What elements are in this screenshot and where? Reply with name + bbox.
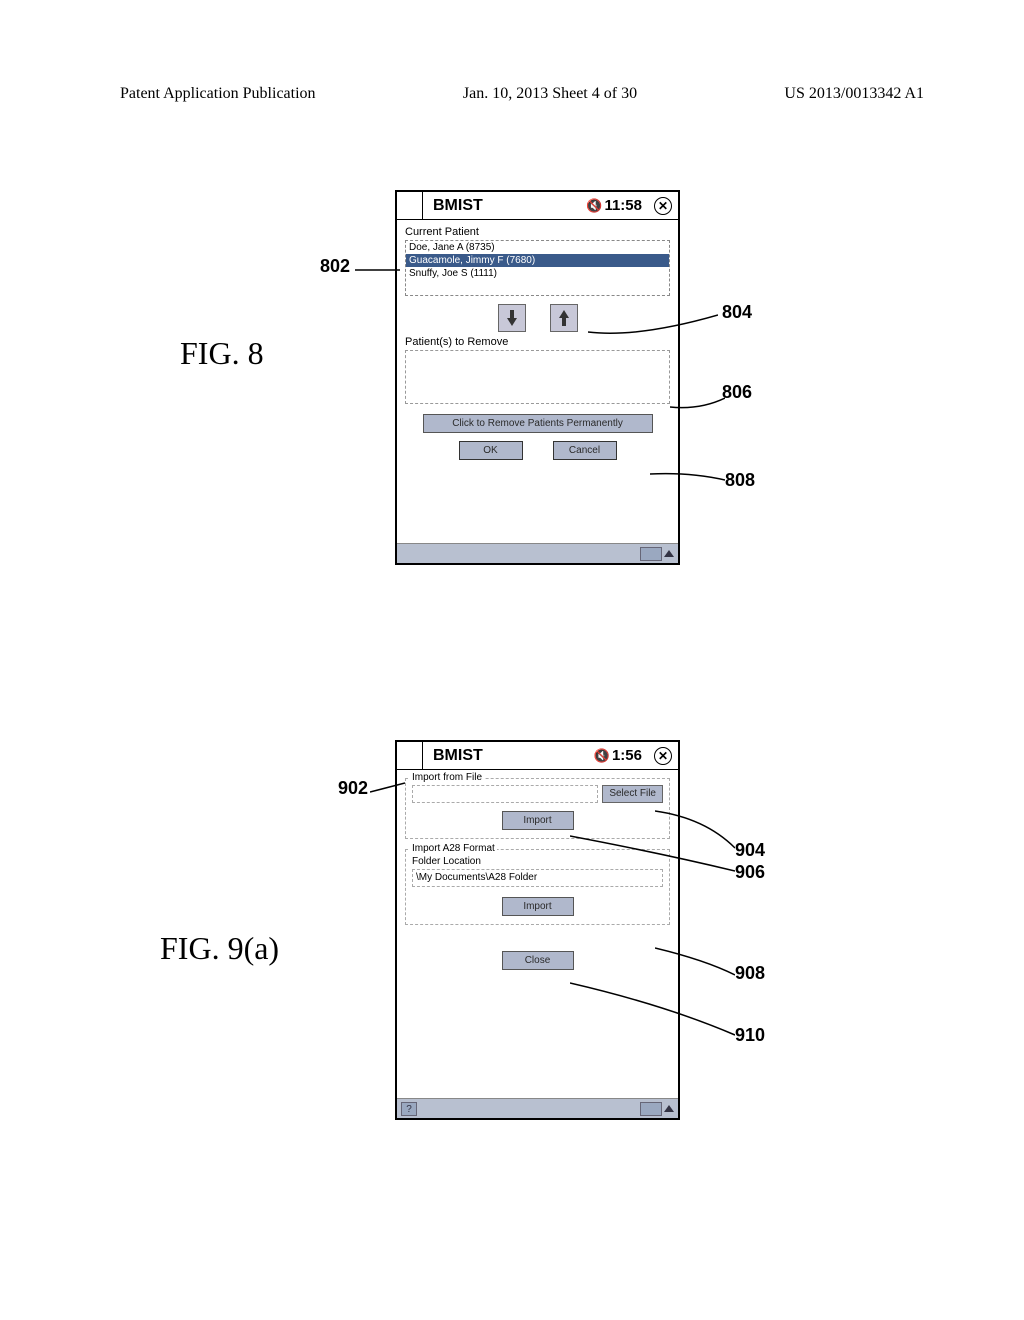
button-row: OK Cancel bbox=[405, 441, 670, 460]
close-button[interactable]: Close bbox=[502, 951, 574, 970]
bottom-bar bbox=[397, 543, 678, 563]
patient-listbox[interactable]: Doe, Jane A (8735) Guacamole, Jimmy F (7… bbox=[405, 240, 670, 296]
bottom-bar: ? bbox=[397, 1098, 678, 1118]
list-item[interactable]: Doe, Jane A (8735) bbox=[406, 241, 669, 254]
app-title: BMIST bbox=[423, 747, 594, 765]
help-icon[interactable]: ? bbox=[401, 1102, 417, 1116]
start-icon[interactable] bbox=[397, 192, 423, 219]
keyboard-icon[interactable] bbox=[640, 1102, 662, 1116]
leader-line bbox=[570, 980, 735, 1042]
import-file-legend: Import from File bbox=[410, 772, 484, 783]
header-right: US 2013/0013342 A1 bbox=[784, 85, 924, 103]
up-triangle-icon[interactable] bbox=[664, 1105, 674, 1112]
callout-906: 906 bbox=[735, 862, 765, 883]
callout-908: 908 bbox=[735, 963, 765, 984]
callout-804: 804 bbox=[722, 302, 752, 323]
leader-line bbox=[588, 310, 718, 340]
start-icon[interactable] bbox=[397, 742, 423, 769]
header-left: Patent Application Publication bbox=[120, 85, 316, 103]
import-a28-button[interactable]: Import bbox=[502, 897, 574, 916]
callout-910: 910 bbox=[735, 1025, 765, 1046]
figure-8-label: FIG. 8 bbox=[180, 335, 264, 372]
leader-line bbox=[670, 395, 725, 413]
leader-line bbox=[355, 260, 400, 280]
import-a28-legend: Import A28 Format bbox=[410, 843, 497, 854]
leader-line bbox=[655, 945, 735, 980]
callout-902: 902 bbox=[338, 778, 368, 799]
leader-line bbox=[570, 833, 735, 878]
figure-9a-label: FIG. 9(a) bbox=[160, 930, 279, 967]
file-row: Select File bbox=[412, 785, 663, 803]
titlebar: BMIST 🔇 1:56 ✕ bbox=[397, 742, 678, 770]
speaker-mute-icon[interactable]: 🔇 bbox=[586, 198, 602, 214]
move-up-button[interactable] bbox=[550, 304, 578, 332]
callout-806: 806 bbox=[722, 382, 752, 403]
callout-802: 802 bbox=[320, 256, 350, 277]
arrow-up-icon bbox=[557, 309, 571, 327]
close-icon[interactable]: ✕ bbox=[654, 747, 672, 765]
move-down-button[interactable] bbox=[498, 304, 526, 332]
list-item[interactable]: Snuffy, Joe S (1111) bbox=[406, 267, 669, 280]
device-fig9: BMIST 🔇 1:56 ✕ Import from File Select F… bbox=[395, 740, 680, 1120]
callout-808: 808 bbox=[725, 470, 755, 491]
device-fig8: BMIST 🔇 11:58 ✕ Current Patient Doe, Jan… bbox=[395, 190, 680, 565]
leader-line bbox=[650, 470, 725, 485]
import-file-button[interactable]: Import bbox=[502, 811, 574, 830]
page-header: Patent Application Publication Jan. 10, … bbox=[0, 85, 1024, 103]
speaker-mute-icon[interactable]: 🔇 bbox=[594, 748, 610, 764]
import-from-file-group: Import from File Select File Import bbox=[405, 778, 670, 839]
ok-button[interactable]: OK bbox=[459, 441, 523, 460]
titlebar: BMIST 🔇 11:58 ✕ bbox=[397, 192, 678, 220]
select-file-button[interactable]: Select File bbox=[602, 785, 663, 803]
arrow-down-icon bbox=[505, 309, 519, 327]
close-icon[interactable]: ✕ bbox=[654, 197, 672, 215]
app-title: BMIST bbox=[423, 197, 586, 215]
list-item[interactable]: Guacamole, Jimmy F (7680) bbox=[406, 254, 669, 267]
file-path-input[interactable] bbox=[412, 785, 598, 803]
cancel-button[interactable]: Cancel bbox=[553, 441, 617, 460]
remove-permanently-button[interactable]: Click to Remove Patients Permanently bbox=[423, 414, 653, 433]
current-patient-label: Current Patient bbox=[405, 226, 670, 238]
clock-time: 11:58 bbox=[604, 197, 642, 214]
keyboard-icon[interactable] bbox=[640, 547, 662, 561]
clock-time: 1:56 bbox=[612, 747, 642, 764]
body-fig8: Current Patient Doe, Jane A (8735) Guaca… bbox=[397, 220, 678, 460]
remove-listbox[interactable] bbox=[405, 350, 670, 404]
up-triangle-icon[interactable] bbox=[664, 550, 674, 557]
leader-line bbox=[370, 780, 405, 795]
callout-904: 904 bbox=[735, 840, 765, 861]
header-center: Jan. 10, 2013 Sheet 4 of 30 bbox=[463, 85, 637, 103]
